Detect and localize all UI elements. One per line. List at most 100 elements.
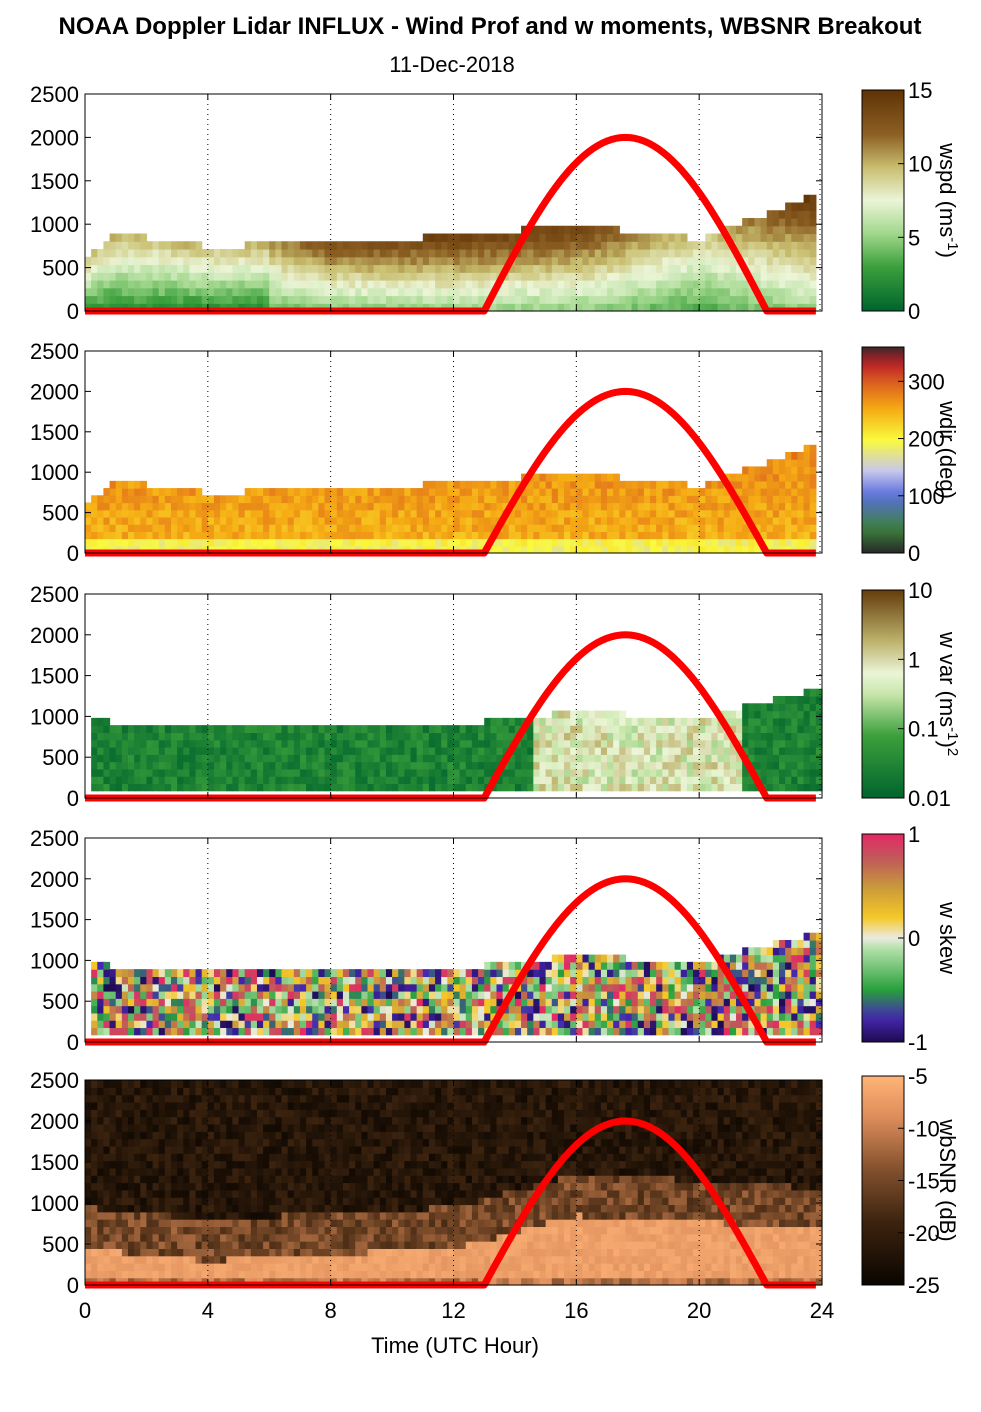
heatmap-cell [183,976,191,985]
heatmap-cell [244,249,252,258]
heatmap-cell [594,768,602,777]
heatmap-cell [256,761,264,770]
heatmap-cell [490,961,498,970]
heatmap-cell [140,991,148,999]
heatmap-cell [103,969,111,978]
heatmap-cell [607,783,614,792]
heatmap-cell [134,495,141,504]
heatmap-cell [748,1020,756,1029]
heatmap-cell [582,524,590,532]
heatmap-cell [815,1027,823,1036]
heatmap-cell [170,783,178,792]
heatmap-cell [152,976,160,985]
heatmap-cell [803,696,811,704]
heatmap-cell [760,717,768,726]
y-tick-label: 2500 [30,339,79,364]
heatmap-cell [336,295,344,304]
heatmap-cell [736,233,743,242]
heatmap-cell [330,732,338,741]
heatmap-cell [748,710,756,719]
heatmap-cell [226,732,233,741]
heatmap-cell [361,303,369,312]
heatmap-cell [164,509,172,518]
heatmap-cell [717,538,725,547]
heatmap-cell [471,509,479,518]
heatmap-cell [643,303,651,312]
heatmap-cell [625,776,633,785]
heatmap-cell [619,976,627,985]
heatmap-cell [471,776,479,785]
heatmap-cell [809,1012,817,1021]
heatmap-cell [484,249,491,258]
heatmap-cell [619,1027,627,1036]
heatmap-cell [287,768,295,777]
heatmap-cell [686,969,694,978]
heatmap-cell [570,524,577,532]
heatmap-cell [392,531,399,540]
heatmap-cell [508,1005,516,1014]
heatmap-cell [815,768,823,777]
heatmap-cell [766,991,774,999]
heatmap-cell [674,1027,682,1036]
heatmap-cell [465,747,473,755]
heatmap-cell [201,739,209,748]
heatmap-cell [238,1020,246,1029]
heatmap-cell [435,1012,442,1021]
heatmap-cell [527,747,534,755]
heatmap-cell [121,776,129,785]
heatmap-cell [570,287,577,297]
heatmap-cell [471,241,479,250]
heatmap-cell [281,991,289,999]
heatmap-cell [447,264,455,273]
heatmap-cell [183,495,191,504]
heatmap-cell [680,287,688,297]
heatmap-cell [220,264,227,273]
heatmap-cell [766,249,774,258]
heatmap-cell [508,1012,516,1021]
heatmap-cell [435,524,442,532]
heatmap-cell [564,473,571,482]
heatmap-cell [355,249,362,258]
heatmap-cell [496,287,504,297]
heatmap-cell [717,725,725,734]
heatmap-cell [674,761,682,770]
heatmap-cell [607,983,614,992]
heatmap-cell [115,776,123,785]
heatmap-cell [772,241,780,250]
heatmap-cell [809,303,817,312]
heatmap-cell [736,768,743,777]
heatmap-cell [631,264,639,273]
heatmap-cell [263,1005,270,1014]
heatmap-cell [514,538,522,547]
heatmap-cell [312,502,319,511]
heatmap-cell [207,1020,215,1029]
heatmap-cell [404,495,412,504]
heatmap-cell [379,264,387,273]
colorbar-label: wspd (ms-1) [935,142,962,258]
heatmap-cell [705,783,713,792]
heatmap-cell [263,783,270,792]
heatmap-cell [478,976,485,985]
heatmap-cell [582,710,590,719]
heatmap-cell [748,509,756,518]
heatmap-cell [557,241,565,250]
heatmap-cell [318,502,326,511]
heatmap-cell [355,256,362,266]
heatmap-cell [367,516,375,525]
heatmap-cell [588,1020,596,1029]
heatmap-cell [521,768,528,777]
heatmap-cell [336,524,344,532]
heatmap-cell [736,710,743,719]
heatmap-cell [570,717,577,726]
heatmap-cell [619,1005,627,1014]
heatmap-cell [650,502,657,511]
heatmap-cell [312,725,319,734]
heatmap-cell [127,509,135,518]
heatmap-cell [484,998,491,1007]
heatmap-cell [791,732,799,741]
heatmap-cell [293,287,301,297]
heatmap-cell [484,264,491,273]
heatmap-cell [779,538,786,547]
heatmap-cell [422,509,430,518]
heatmap-cell [607,509,614,518]
